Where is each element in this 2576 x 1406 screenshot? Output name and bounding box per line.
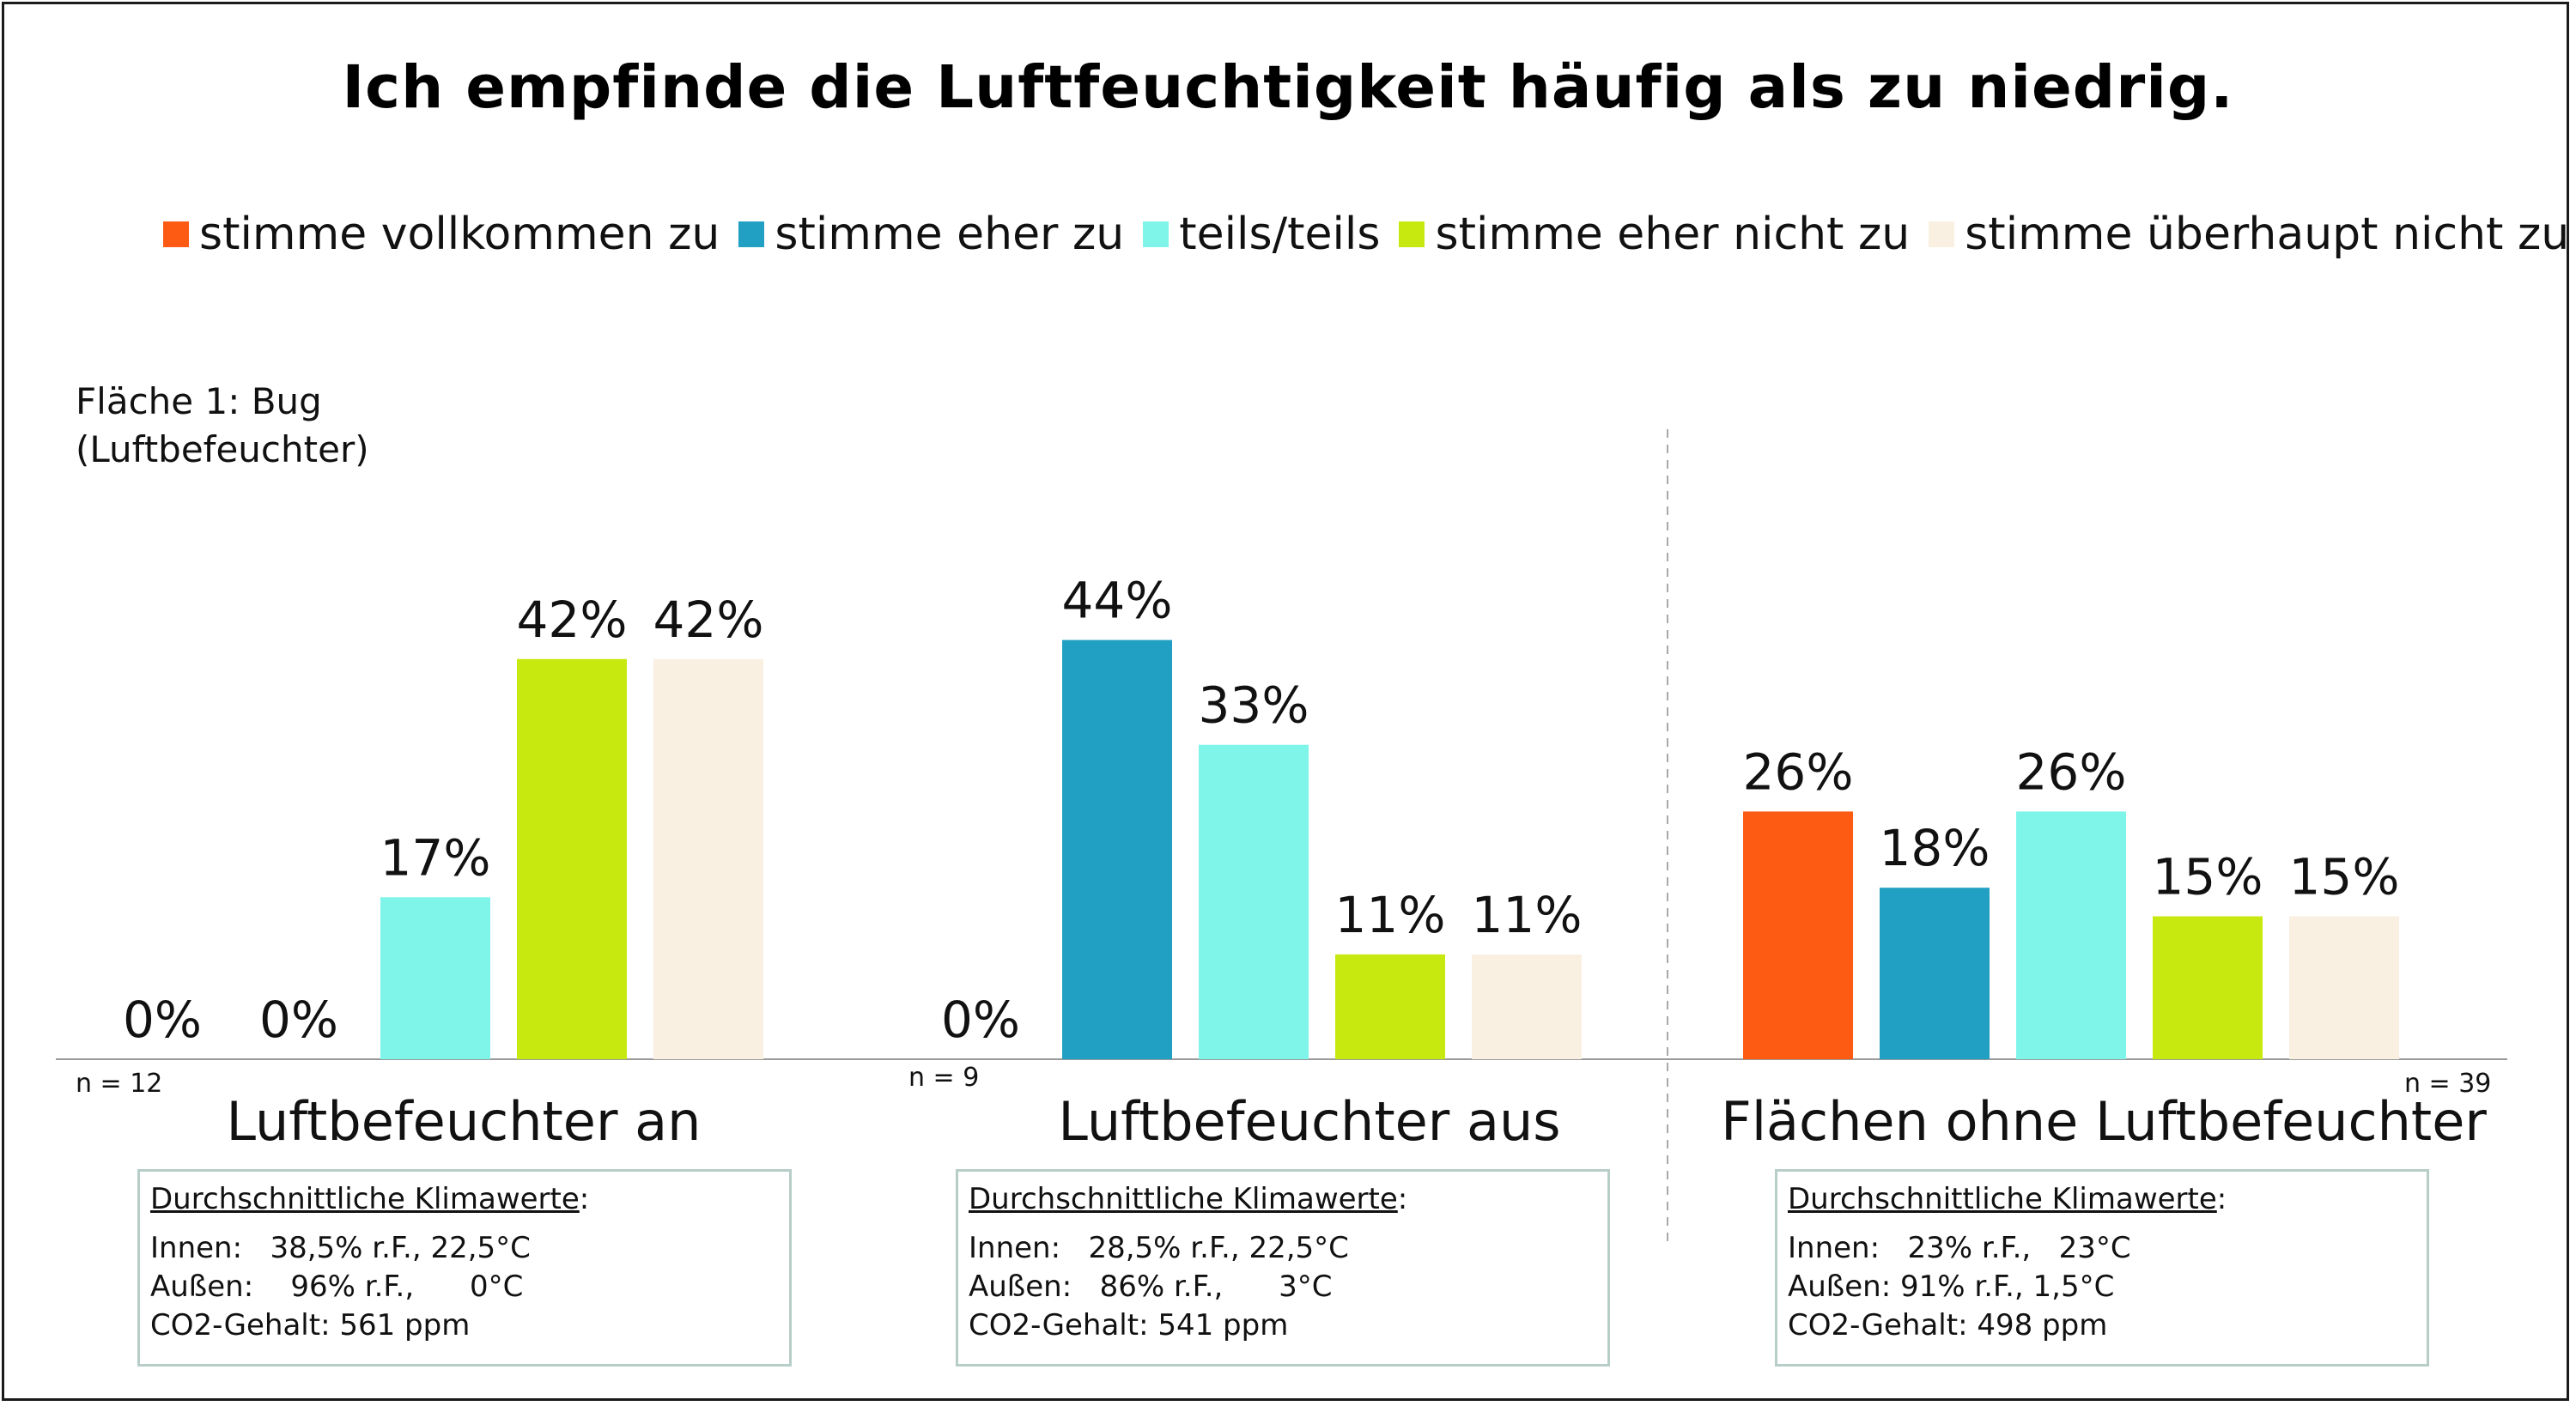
value-label-g1-s4: 42%: [517, 591, 628, 649]
bar-g2-s2: [1062, 639, 1172, 1059]
bar-g2-s5: [1472, 954, 1582, 1059]
bar-g1-s4: [517, 658, 627, 1059]
value-label-g3-s1: 26%: [1743, 742, 1854, 801]
info-heading-suffix-2: :: [1397, 1182, 1408, 1216]
info-innen-2: Innen: 28,5% r.F., 22,5°C: [969, 1231, 1349, 1265]
legend-label-4: stimme eher nicht zu: [1435, 209, 1911, 260]
legend-item-1: stimme vollkommen zu: [163, 209, 720, 260]
value-label-g3-s3: 26%: [2016, 742, 2127, 801]
info-co2-2: CO2-Gehalt: 541 ppm: [969, 1308, 1289, 1342]
bar-g1-s3: [380, 897, 490, 1059]
subtitle-line-1: Fläche 1: Bug: [76, 380, 322, 422]
legend-label-2: stimme eher zu: [775, 209, 1125, 260]
climate-info-box-1: Durchschnittliche Klimawerte: Innen: 38,…: [137, 1169, 792, 1367]
legend-swatch-1: [163, 221, 189, 247]
bar-g3-s3: [2016, 811, 2126, 1059]
legend-swatch-3: [1143, 221, 1170, 247]
value-label-g3-s5: 15%: [2289, 848, 2400, 906]
legend-swatch-5: [1929, 221, 1955, 247]
legend-swatch-4: [1399, 221, 1425, 247]
value-label-g2-s1: 0%: [941, 991, 1020, 1049]
bar-g3-s1: [1743, 811, 1853, 1059]
value-label-g2-s4: 11%: [1335, 886, 1446, 944]
chart-subtitle: Fläche 1: Bug (Luftbefeuchter): [76, 378, 369, 474]
n-label-2: n = 9: [908, 1063, 980, 1093]
value-label-g1-s3: 17%: [380, 828, 491, 887]
legend-item-2: stimme eher zu: [738, 209, 1124, 260]
legend-swatch-2: [738, 221, 765, 247]
info-heading-suffix-1: :: [579, 1182, 590, 1216]
value-label-g1-s1: 0%: [123, 991, 202, 1049]
info-aussen-1: Außen: 96% r.F., 0°C: [150, 1270, 524, 1304]
info-heading-suffix-3: :: [2216, 1182, 2227, 1216]
info-innen-1: Innen: 38,5% r.F., 22,5°C: [150, 1231, 531, 1265]
legend-item-3: teils/teils: [1143, 209, 1380, 260]
info-heading-3: Durchschnittliche Klimawerte: [1788, 1182, 2217, 1216]
value-label-g1-s2: 0%: [259, 991, 338, 1049]
info-co2-1: CO2-Gehalt: 561 ppm: [150, 1308, 471, 1342]
value-label-g1-s5: 42%: [653, 591, 764, 649]
value-label-g2-s5: 11%: [1472, 886, 1583, 944]
chart-title: Ich empfinde die Luftfeuchtigkeit häufig…: [342, 53, 2234, 122]
value-label-g3-s2: 18%: [1880, 819, 1990, 877]
legend: stimme vollkommen zu stimme eher zu teil…: [163, 204, 2576, 264]
info-heading-2: Durchschnittliche Klimawerte: [969, 1182, 1398, 1216]
legend-item-4: stimme eher nicht zu: [1399, 209, 1910, 260]
bar-g2-s3: [1199, 744, 1309, 1059]
subtitle-line-2: (Luftbefeuchter): [76, 428, 369, 470]
category-label-2: Luftbefeuchter aus: [1058, 1090, 1561, 1153]
n-label-1: n = 12: [76, 1069, 163, 1099]
climate-info-box-2: Durchschnittliche Klimawerte: Innen: 28,…: [956, 1169, 1610, 1367]
climate-info-box-3: Durchschnittliche Klimawerte: Innen: 23%…: [1775, 1169, 2429, 1367]
info-innen-3: Innen: 23% r.F., 23°C: [1788, 1231, 2131, 1265]
bar-g1-s5: [653, 658, 763, 1059]
bar-g2-s4: [1335, 954, 1445, 1059]
category-label-3: Flächen ohne Luftbefeuchter: [1721, 1090, 2487, 1153]
info-aussen-2: Außen: 86% r.F., 3°C: [969, 1270, 1333, 1304]
info-aussen-3: Außen: 91% r.F., 1,5°C: [1788, 1270, 2115, 1304]
legend-label-1: stimme vollkommen zu: [199, 209, 720, 260]
info-co2-3: CO2-Gehalt: 498 ppm: [1788, 1308, 2108, 1342]
category-label-1: Luftbefeuchter an: [226, 1090, 702, 1153]
bar-g3-s5: [2289, 916, 2399, 1059]
value-label-g3-s4: 15%: [2153, 848, 2263, 906]
legend-item-5: stimme überhaupt nicht zu: [1929, 209, 2569, 260]
bar-g3-s2: [1880, 888, 1990, 1059]
bar-g3-s4: [2153, 916, 2263, 1059]
legend-label-5: stimme überhaupt nicht zu: [1965, 209, 2570, 260]
n-label-3: n = 39: [2404, 1069, 2492, 1099]
legend-label-3: teils/teils: [1179, 209, 1381, 260]
value-label-g2-s3: 33%: [1199, 676, 1309, 735]
info-heading-1: Durchschnittliche Klimawerte: [150, 1182, 580, 1216]
value-label-g2-s2: 44%: [1062, 572, 1173, 630]
